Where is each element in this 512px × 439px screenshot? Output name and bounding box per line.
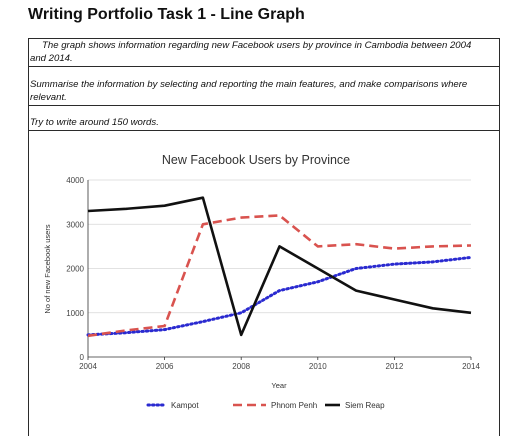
legend-label-kampot: Kampot	[171, 401, 199, 410]
x-tick-label: 2014	[462, 362, 480, 371]
task-divider	[28, 66, 500, 67]
x-tick-label: 2008	[232, 362, 250, 371]
y-axis-label: No of new Facebook users	[43, 224, 52, 313]
series-line-siem-reap	[87, 196, 472, 337]
y-tick-label: 2000	[66, 265, 84, 274]
x-tick-label: 2012	[386, 362, 404, 371]
x-axis-label: Year	[271, 381, 287, 390]
y-tick-label: 4000	[66, 176, 84, 185]
series-line-phnom-penh	[87, 214, 472, 338]
x-tick-label: 2004	[79, 362, 97, 371]
x-tick-label: 2006	[156, 362, 174, 371]
task-summary-text: Summarise the information by selecting a…	[30, 79, 468, 103]
chart-title: New Facebook Users by Province	[162, 153, 350, 167]
task-box	[28, 38, 500, 436]
axes: 0 1000 2000 3000 4000 2004 2006 2008 2010 2012 201…	[66, 176, 480, 371]
task-word-count-text: Try to write around 150 words.	[30, 117, 159, 128]
y-tick-label: 3000	[66, 220, 84, 229]
page-heading: Writing Portfolio Task 1 - Line Graph	[28, 6, 305, 23]
task-divider	[28, 105, 500, 106]
y-tick-label: 1000	[66, 309, 84, 318]
task-divider	[28, 130, 500, 131]
task-intro-text: The graph shows information regarding ne…	[30, 40, 472, 64]
y-tick-label: 0	[80, 353, 85, 362]
line-chart: New Facebook Users by Province 0 1000 2000…	[43, 153, 480, 410]
series-lines	[86, 196, 473, 338]
legend-label-phnom-penh: Phnom Penh	[271, 401, 317, 410]
grid-lines	[88, 179, 471, 314]
x-tick-label: 2010	[309, 362, 327, 371]
legend-label-siem-reap: Siem Reap	[345, 401, 385, 410]
legend: Kampot Phnom Penh Siem Reap	[146, 401, 385, 410]
series-line-kampot	[86, 255, 473, 337]
